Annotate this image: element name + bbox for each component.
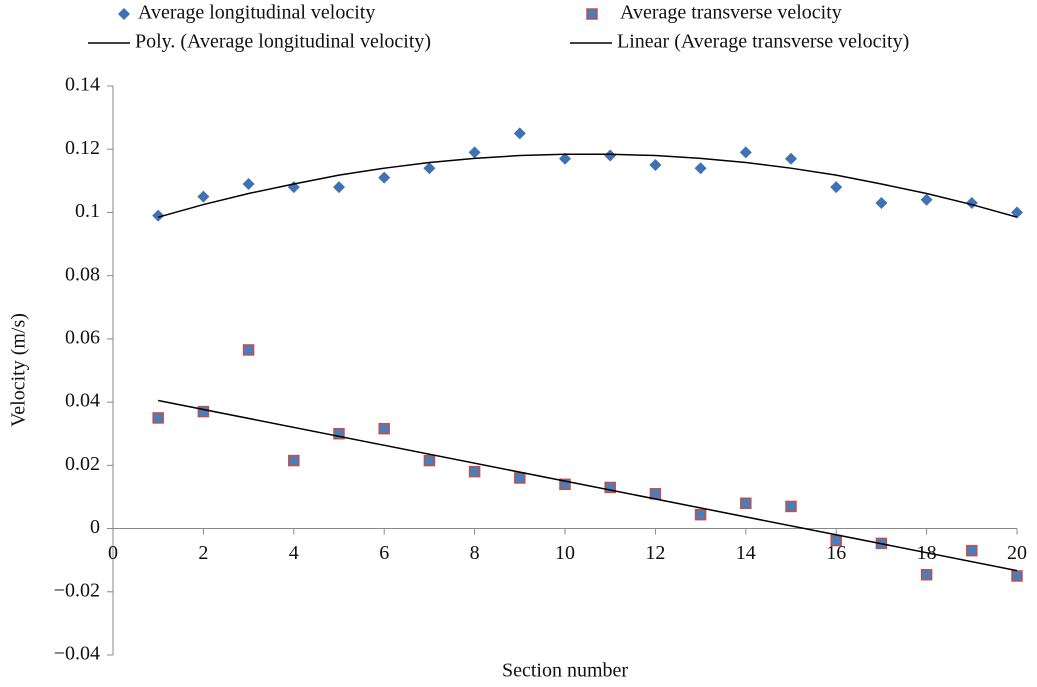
point xyxy=(649,488,662,500)
point xyxy=(197,190,210,203)
y-tick-label: 0.12 xyxy=(65,137,100,159)
x-tick-label: 20 xyxy=(1007,542,1027,564)
x-tick-label: 6 xyxy=(379,542,389,564)
point xyxy=(694,508,707,521)
point xyxy=(830,181,843,194)
point xyxy=(514,472,526,484)
y-tick-label: 0.04 xyxy=(65,390,100,412)
point xyxy=(197,405,210,418)
legend-label: Poly. (Average longitudinal velocity) xyxy=(135,31,431,53)
x-tick-label: 14 xyxy=(736,542,756,564)
point xyxy=(378,422,390,435)
point xyxy=(649,159,662,172)
point xyxy=(694,162,707,175)
y-tick-label: −0.04 xyxy=(54,643,100,665)
legend-marker xyxy=(118,8,130,20)
legend-label: Average longitudinal velocity xyxy=(138,2,375,24)
x-tick-label: 4 xyxy=(289,542,299,564)
legend-label: Linear (Average transverse velocity) xyxy=(617,31,909,53)
y-tick-label: −0.02 xyxy=(54,579,100,601)
point xyxy=(875,196,888,209)
y-tick-label: 0.1 xyxy=(75,200,100,222)
point xyxy=(423,162,436,175)
trendline xyxy=(158,399,1018,572)
point xyxy=(604,481,616,494)
y-tick-label: 0 xyxy=(90,516,100,538)
x-tick-label: 10 xyxy=(555,542,575,564)
point xyxy=(423,454,436,467)
x-tick-label: 12 xyxy=(645,542,665,564)
point xyxy=(288,454,300,467)
point xyxy=(920,193,933,206)
point xyxy=(559,478,571,491)
legend-label: Average transverse velocity xyxy=(620,2,842,24)
y-axis-title: Velocity (m/s) xyxy=(8,313,30,427)
point xyxy=(242,177,255,190)
x-tick-label: 16 xyxy=(826,542,846,564)
x-axis-title: Section number xyxy=(502,660,628,682)
point xyxy=(1011,570,1023,582)
y-tick-label: 0.08 xyxy=(65,263,100,285)
y-tick-label: 0.02 xyxy=(65,453,100,475)
point xyxy=(242,344,255,356)
point xyxy=(152,209,165,222)
point xyxy=(966,544,978,557)
x-tick-label: 8 xyxy=(470,542,480,564)
point xyxy=(468,146,481,159)
point xyxy=(604,149,617,162)
point xyxy=(378,171,391,184)
point xyxy=(152,412,164,424)
point xyxy=(785,500,797,513)
trendline xyxy=(157,153,1018,218)
point xyxy=(559,152,571,165)
point xyxy=(739,146,752,159)
point xyxy=(468,465,481,478)
point xyxy=(785,152,797,165)
point xyxy=(740,497,752,510)
point xyxy=(1011,206,1023,219)
legend-marker xyxy=(586,8,598,20)
point xyxy=(333,427,345,440)
point xyxy=(920,568,933,581)
x-tick-label: 2 xyxy=(198,542,208,564)
y-tick-label: 0.14 xyxy=(65,74,100,96)
point xyxy=(513,127,526,140)
point xyxy=(830,534,842,547)
point xyxy=(333,181,345,194)
x-tick-label: 0 xyxy=(108,542,118,564)
y-tick-label: 0.06 xyxy=(65,326,100,348)
